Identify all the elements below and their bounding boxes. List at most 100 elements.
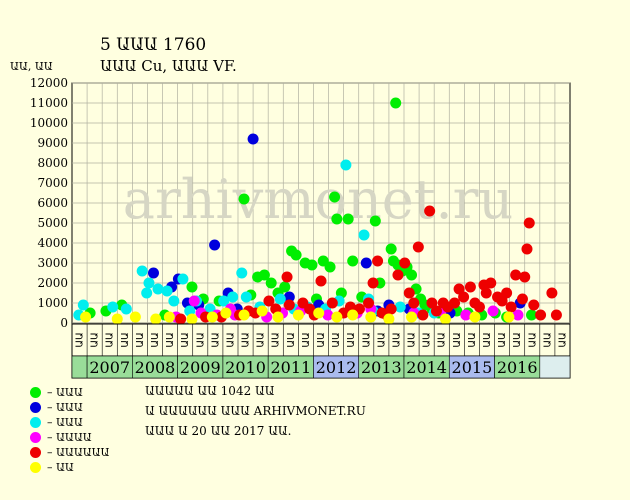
legend-label: – ԱԱ [47,460,74,474]
data-point [469,311,481,323]
data-point [485,277,497,289]
data-point [161,285,173,297]
x-sub-tick-label: ԱԱ [105,332,116,347]
data-point [406,269,418,281]
data-point [281,271,293,283]
data-point [175,313,187,325]
x-sub-tick-label: ԱԱ [331,332,342,347]
x-sub-tick-label: ԱԱ [241,332,252,347]
x-year-label: 2010 [225,358,266,377]
data-point [516,293,528,305]
x-sub-tick-label: ԱԱ [210,332,221,347]
y-tick-label: 10000 [30,116,68,130]
data-point [143,277,155,289]
data-point [523,217,535,229]
chart-subtitle: ԱԱԱ Cu, ԱԱԱ VF. [100,57,237,75]
data-point [141,287,153,299]
data-point [290,249,302,261]
x-sub-tick-label: ԱԱ [376,332,387,347]
legend-swatch [30,431,41,443]
x-sub-tick-label: ԱԱ [422,332,433,347]
y-tick-label: 8000 [37,156,68,170]
grid-lines [72,82,570,324]
data-point [220,307,232,319]
data-point [111,313,123,325]
footnote-count: ԱԱԱԱԱ ԱԱ 1042 ԱԱ [145,384,275,398]
x-sub-tick-label: ԱԱ [225,332,236,347]
data-point [347,309,359,321]
x-sub-tick-label: ԱԱ [452,332,463,347]
data-point [449,297,461,309]
data-point [394,301,406,313]
x-sub-tick-label: ԱԱ [482,332,493,347]
x-year-label: 2014 [406,358,447,377]
data-point [227,291,239,303]
y-tick-label: 5000 [37,216,68,230]
data-point [258,269,270,281]
data-point [417,309,429,321]
data-point [453,283,465,295]
x-sub-tick-label: ԱԱ [120,332,131,347]
x-year-label: 2012 [316,358,357,377]
x-sub-tick-label: ԱԱ [512,332,523,347]
x-sub-tick-label: ԱԱ [542,332,553,347]
legend-label: – ԱԱԱԱԱԱ [47,445,110,459]
legend-label: – ԱԱԱԱ [47,430,92,444]
legend-swatch [30,416,41,428]
data-point [521,243,533,255]
data-point [177,273,189,285]
data-point [412,241,424,253]
data-point [510,269,522,281]
data-point [426,297,438,309]
y-tick-label: 7000 [37,176,68,190]
y-tick-label: 12000 [30,76,68,90]
data-point [238,309,250,321]
data-point [367,277,379,289]
data-point [256,305,268,317]
data-point [238,193,250,205]
x-sub-tick-label: ԱԱ [256,332,267,347]
data-point [274,293,286,305]
x-sub-tick-label: ԱԱ [527,332,538,347]
x-sub-tick-label: ԱԱ [346,332,357,347]
x-sub-tick-label: ԱԱ [180,332,191,347]
data-point [150,313,162,325]
x-year-label: 2007 [89,358,130,377]
y-tick-label: 4000 [37,236,68,250]
x-sub-tick-label: ԱԱ [195,332,206,347]
legend-item: – ԱԱԱ [30,400,83,414]
x-year-label: 2013 [361,358,402,377]
data-point [430,305,442,317]
x-axis: ԱԱ ԱԱ ԱԱ ԱԱ ԱԱ ԱԱ ԱԱ ԱԱ ԱԱ ԱԱ ԱԱ ԱԱ ԱԱ ԱԱ ԱԱ ԱԱ ԱԱ ԱԱ ԱԱ ԱԱ… [71,323,571,379]
data-point [519,271,531,283]
x-year-label: 2015 [452,358,493,377]
legend-item: – ԱԱԱ [30,415,83,429]
x-sub-tick-label: ԱԱ [316,332,327,347]
data-point [329,191,341,203]
data-point [331,311,343,323]
legend-item: – ԱԱԱ [30,385,83,399]
y-tick-label: 2000 [37,276,68,290]
year-band-lead [71,355,88,379]
legend-swatch [30,401,41,413]
data-point [247,133,259,145]
data-point [403,287,415,299]
data-point [306,259,318,271]
x-sub-tick-label: ԱԱ [271,332,282,347]
data-point [369,215,381,227]
data-point [372,255,384,267]
chart-title: 5 ԱԱԱ 1760 [100,35,207,55]
data-point [464,281,476,293]
legend-swatch [30,461,41,473]
data-point [399,257,411,269]
y-tick-label: 1000 [37,296,68,310]
data-point [390,97,402,109]
data-point [496,295,508,307]
x-sub-tick-label: ԱԱ [407,332,418,347]
data-point [209,239,221,251]
y-tick-label: 11000 [30,96,68,110]
data-point [265,277,277,289]
y-tick-label: 3000 [37,256,68,270]
data-point [322,309,334,321]
